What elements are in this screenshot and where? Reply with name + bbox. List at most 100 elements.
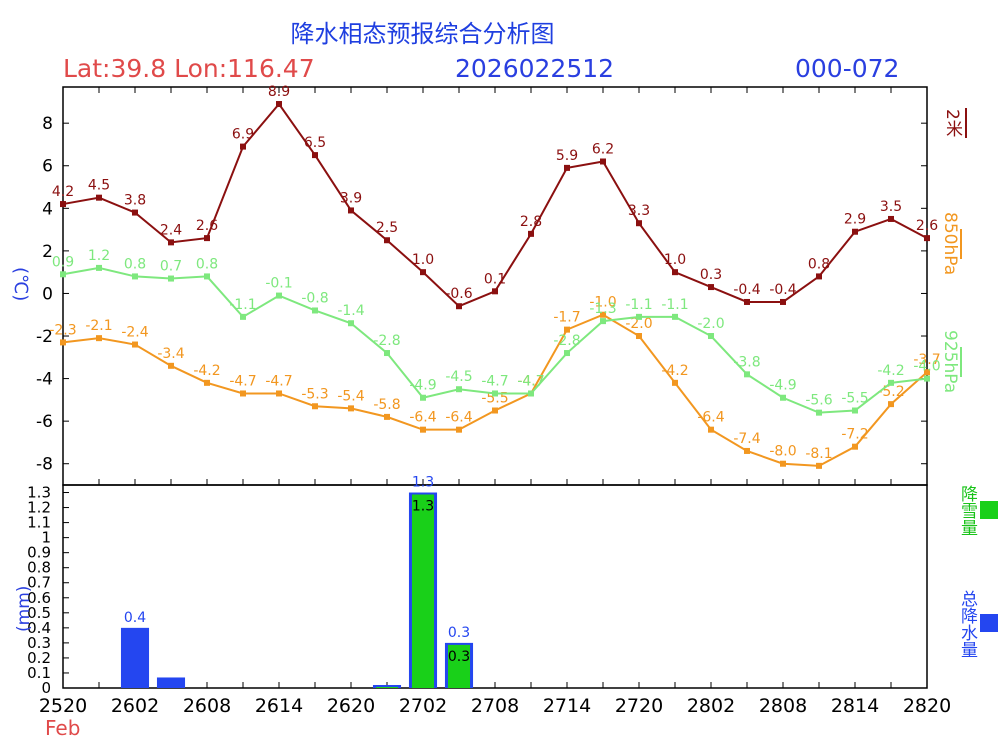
point-t850	[420, 426, 426, 433]
point-t2m	[780, 298, 786, 305]
data-label-t850: -6.4	[697, 410, 724, 426]
data-label-t925: -4.5	[445, 369, 472, 385]
point-t925	[816, 409, 822, 416]
data-label-t850: -1.0	[589, 295, 616, 311]
point-t2m	[384, 237, 390, 244]
temp-ytick-label: -4	[36, 370, 53, 390]
data-label-t2m: 2.5	[376, 220, 398, 236]
data-label-t850: -5.3	[301, 386, 328, 402]
point-t850	[744, 447, 750, 454]
legend-2m-line-icon	[965, 108, 967, 138]
data-label-t850: -4.2	[193, 363, 220, 379]
data-label-t2m: 6.5	[304, 135, 326, 151]
point-t850	[204, 379, 210, 386]
point-t2m	[456, 303, 462, 310]
legend-snow: 降雪量	[955, 485, 998, 536]
init-time-label: 2026022512	[455, 54, 615, 83]
bar-snow	[375, 686, 399, 688]
data-label-t850: -2.0	[625, 316, 652, 332]
point-t925	[96, 264, 102, 271]
point-t850	[600, 311, 606, 318]
point-t925	[492, 390, 498, 397]
precip-ytick-label: 1.3	[27, 484, 51, 502]
data-label-t925: -1.1	[229, 297, 256, 313]
forecast-range-label: 000-072	[795, 54, 900, 83]
precip-ytick-label: 0.3	[27, 634, 51, 652]
point-t925	[240, 313, 246, 320]
data-label-t2m: 5.9	[556, 148, 578, 164]
precip-ytick-label: 0.9	[27, 544, 51, 562]
point-t925	[600, 318, 606, 325]
data-label-t850: -7.4	[733, 431, 760, 447]
data-label-t2m: 6.9	[232, 127, 254, 143]
legend-total-label: 总降水量	[957, 590, 977, 658]
data-label-t850: -6.4	[409, 410, 436, 426]
data-label-t850: -5.4	[337, 388, 364, 404]
point-t925	[564, 350, 570, 357]
month-label: Feb	[45, 716, 81, 740]
point-t850	[240, 390, 246, 397]
point-t2m	[924, 235, 930, 242]
point-t850	[456, 426, 462, 433]
data-label-t2m: 0.8	[808, 256, 830, 272]
xtick-label: 2820	[903, 695, 951, 717]
precip-frame	[62, 484, 928, 689]
axis-ticks: -8-6-4-20246800.10.20.30.40.50.60.70.80.…	[27, 87, 951, 717]
point-t850	[708, 426, 714, 433]
precip-unit-label: (mm)	[14, 585, 34, 632]
legend-850-line-icon	[960, 228, 962, 259]
point-t850	[672, 379, 678, 386]
point-t850	[312, 403, 318, 410]
data-label-t925: -1.1	[625, 297, 652, 313]
temp-ytick-label: 4	[42, 199, 53, 219]
data-label-t2m: 3.5	[880, 199, 902, 215]
data-label-t925: -1.1	[661, 297, 688, 313]
precip-ytick-label: 0	[41, 679, 51, 697]
point-t925	[852, 407, 858, 414]
xtick-label: 2720	[615, 695, 663, 717]
point-t2m	[420, 269, 426, 276]
point-t2m	[96, 194, 102, 201]
xtick-label: 2808	[759, 695, 807, 717]
data-label-t850: -8.1	[805, 446, 832, 462]
legend-2m-label: 2米	[942, 109, 962, 137]
point-t925	[60, 271, 66, 278]
data-label-t850: -2.4	[121, 325, 148, 341]
temp-ytick-label: -6	[36, 412, 53, 432]
precip-panel	[62, 484, 928, 689]
point-t2m	[276, 101, 282, 108]
data-label-t925: -4.7	[481, 373, 508, 389]
point-t850	[384, 413, 390, 420]
point-t2m	[168, 239, 174, 246]
point-t850	[564, 326, 570, 333]
data-label-t925: -0.8	[301, 290, 328, 306]
data-label-t925: 0.9	[52, 254, 74, 270]
data-label-t2m: 4.2	[52, 184, 74, 200]
point-t925	[204, 273, 210, 280]
data-label-t925: -0.1	[265, 276, 292, 292]
point-t925	[312, 307, 318, 314]
data-label-t2m: 1.0	[412, 252, 434, 268]
point-t925	[528, 390, 534, 397]
point-t925	[348, 320, 354, 327]
point-t2m	[312, 152, 318, 159]
legend-850-label: 850hPa	[940, 212, 960, 276]
data-label-t2m: 2.4	[160, 222, 182, 238]
xtick-label: 2602	[111, 695, 159, 717]
bar-label-total: 1.3	[412, 475, 434, 491]
bar-label-snow: 1.3	[412, 499, 434, 515]
point-t850	[780, 460, 786, 467]
point-t850	[852, 443, 858, 450]
data-label-t850: -4.7	[265, 373, 292, 389]
legend-2m: 2米	[940, 108, 967, 138]
bar-label-total: 0.4	[124, 610, 146, 626]
point-t850	[348, 405, 354, 412]
data-label-t2m: 1.0	[664, 252, 686, 268]
data-label-t2m: 8.9	[268, 84, 290, 100]
xtick-label: 2814	[831, 695, 879, 717]
precip-ytick-label: 1	[41, 529, 51, 547]
bar-total	[372, 684, 402, 688]
xtick-label: 2802	[687, 695, 735, 717]
point-t2m	[600, 158, 606, 165]
